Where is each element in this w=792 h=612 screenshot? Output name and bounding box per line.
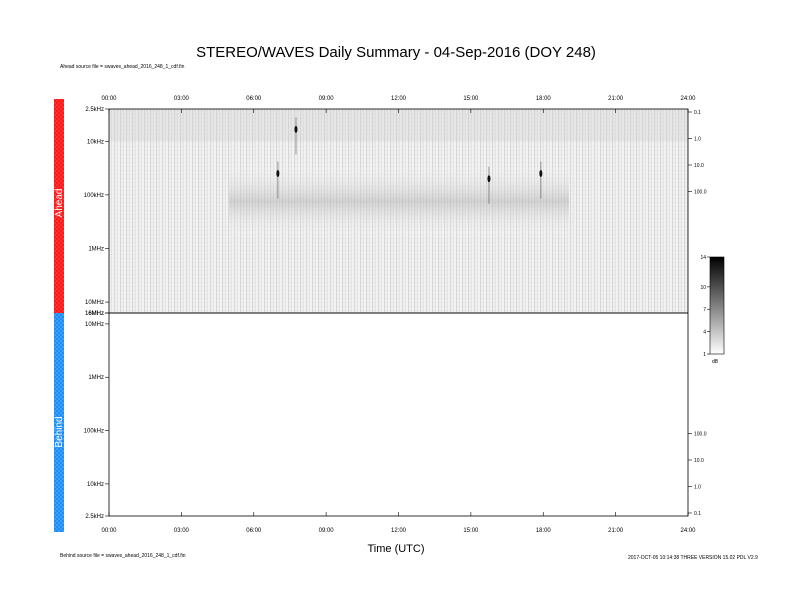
behind-source-text: Behind source file = swaves_ahead_2016_2… <box>60 553 186 559</box>
x-tick-label-bottom: 18:00 <box>536 528 552 534</box>
y-tick-label: 100kHz <box>84 193 104 199</box>
behind-side-bar <box>54 313 64 532</box>
burst-3 <box>539 170 543 178</box>
right-tick-label: 100.0 <box>694 190 707 196</box>
x-tick-label-top: 24:00 <box>680 96 696 102</box>
y-tick-label: 10kHz <box>87 482 104 488</box>
right-tick-label: 0.1 <box>694 110 701 116</box>
x-tick-label-top: 21:00 <box>608 96 624 102</box>
y-tick-label: 2.5kHz <box>85 107 104 113</box>
right-tick-label: 1.0 <box>694 485 701 491</box>
x-axis-title: Time (UTC) <box>367 543 425 555</box>
chart-title: STEREO/WAVES Daily Summary - 04-Sep-2016… <box>196 44 596 61</box>
y-tick-label: 1MHz <box>88 246 104 252</box>
ahead-source-text: Ahead source file = swaves_ahead_2016_24… <box>60 64 185 70</box>
right-tick-label: 1.0 <box>694 137 701 143</box>
y-tick-label: 16MHz <box>85 311 104 317</box>
x-tick-label-bottom: 12:00 <box>391 528 407 534</box>
footer-version-text: 2017-OCT-05 10:14:38 THREE VERSION 15.02… <box>628 555 758 561</box>
right-tick-label: 0.1 <box>694 511 701 517</box>
right-tick-label: 10.0 <box>694 458 704 464</box>
y-tick-label: 10MHz <box>85 300 104 306</box>
x-tick-label-top: 15:00 <box>463 96 479 102</box>
x-tick-label-bottom: 24:00 <box>680 528 696 534</box>
burst-0 <box>276 170 280 178</box>
x-tick-label-top: 00:00 <box>101 96 117 102</box>
y-tick-label: 16MHz <box>85 311 104 317</box>
y-tick-label: 2.5kHz <box>85 514 104 520</box>
colorbar <box>709 256 725 355</box>
colorbar-tick-label: 4 <box>703 330 706 336</box>
colorbar-unit: dB <box>712 359 719 365</box>
ahead-side-bar <box>54 99 64 313</box>
y-tick-label: 10MHz <box>85 322 104 328</box>
y-tick-label: 1MHz <box>88 375 104 381</box>
x-tick-label-bottom: 00:00 <box>101 528 117 534</box>
burst-2 <box>487 175 491 183</box>
x-tick-label-bottom: 15:00 <box>463 528 479 534</box>
ahead-low-band <box>109 109 688 142</box>
right-tick-label: 100.0 <box>694 432 707 438</box>
panel-label-ahead: Ahead <box>54 189 65 218</box>
x-tick-label-bottom: 09:00 <box>319 528 335 534</box>
x-tick-label-top: 12:00 <box>391 96 407 102</box>
y-tick-label: 100kHz <box>84 429 104 435</box>
x-tick-label-bottom: 06:00 <box>246 528 262 534</box>
x-tick-label-bottom: 21:00 <box>608 528 624 534</box>
x-tick-label-top: 06:00 <box>246 96 262 102</box>
right-tick-label: 10.0 <box>694 163 704 169</box>
x-tick-label-top: 09:00 <box>319 96 335 102</box>
colorbar-tick-label: 7 <box>703 307 706 313</box>
colorbar-tick-label: 1 <box>703 352 706 358</box>
panel-frame-behind <box>108 312 689 517</box>
ahead-emission-band <box>229 162 569 241</box>
x-tick-label-top: 18:00 <box>536 96 552 102</box>
burst-1 <box>294 125 298 133</box>
panel-label-behind: Behind <box>54 416 65 447</box>
x-tick-label-top: 03:00 <box>174 96 190 102</box>
colorbar-tick-label: 14 <box>700 255 706 261</box>
colorbar-tick-label: 10 <box>700 285 706 291</box>
x-tick-label-bottom: 03:00 <box>174 528 190 534</box>
y-tick-label: 10kHz <box>87 139 104 145</box>
